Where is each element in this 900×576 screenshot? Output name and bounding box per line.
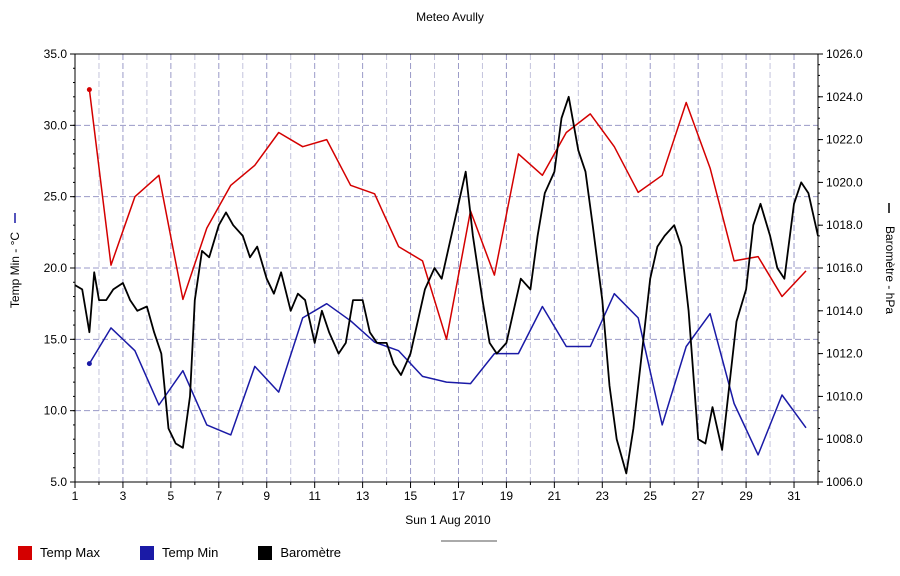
x-tick-label: 11 (308, 489, 321, 503)
y-axis-label-left: Temp Min - °C (8, 232, 22, 308)
y-tick-label-right: 1022.0 (826, 133, 863, 147)
legend-item-barometre: Baromètre (258, 545, 341, 560)
chart-title: Meteo Avully (416, 10, 484, 24)
y-tick-label-right: 1012.0 (826, 347, 863, 361)
legend-label-temp-min: Temp Min (161, 545, 219, 560)
legend-swatch-barometre (258, 545, 273, 560)
legend-swatch-temp-max (18, 545, 32, 560)
y-tick-label-right: 1016.0 (826, 261, 863, 275)
x-tick-label: 27 (691, 489, 705, 503)
x-tick-label: 3 (120, 489, 127, 503)
legend-item-temp-min: Temp Min (139, 545, 219, 560)
x-tick-label: 31 (787, 489, 801, 503)
x-tick-label: 29 (739, 489, 753, 503)
y-tick-label-right: 1020.0 (826, 175, 863, 189)
y-tick-label-right: 1024.0 (826, 90, 863, 104)
axes: 1 3 5 7 9 11 13 15 17 19 21 23 25 27 29 315.010.015.020… (44, 47, 863, 503)
series-line-barom-tre (74, 95, 819, 475)
x-tick-label: 23 (596, 489, 610, 503)
x-tick-label: 19 (500, 489, 514, 503)
y-tick-label-right: 1026.0 (826, 47, 863, 61)
y-tick-label-right: 1018.0 (826, 218, 863, 232)
series-line-temp-max (88, 89, 807, 341)
x-tick-label: 1 (72, 489, 79, 503)
legend-swatch-temp-min (139, 545, 154, 560)
series-lines (74, 87, 819, 475)
x-tick-label: 25 (644, 489, 658, 503)
x-tick-label: 21 (548, 489, 562, 503)
data-point-temp-min (86, 361, 92, 367)
y-tick-label-left: 25.0 (44, 190, 68, 204)
legend: Temp Max Temp Min Baromètre (18, 545, 381, 560)
y-tick-label-right: 1014.0 (826, 304, 863, 318)
y-axis-label-right: Baromètre - hPa (883, 226, 897, 314)
y-tick-label-left: 10.0 (44, 404, 68, 418)
x-tick-label: 5 (168, 489, 175, 503)
y-tick-label-right: 1006.0 (826, 475, 863, 489)
legend-item-temp-max: Temp Max (18, 545, 100, 560)
x-tick-label: 7 (215, 489, 222, 503)
x-axis-label: Sun 1 Aug 2010 (405, 513, 491, 527)
y-tick-label-right: 1008.0 (826, 432, 863, 446)
x-tick-label: 17 (452, 489, 466, 503)
data-point-temp-max (86, 87, 92, 93)
legend-label-temp-max: Temp Max (40, 545, 100, 560)
y-tick-label-left: 35.0 (44, 47, 68, 61)
legend-label-barometre: Baromètre (280, 545, 342, 560)
y-tick-label-right: 1010.0 (826, 389, 863, 403)
y-tick-label-left: 5.0 (50, 475, 67, 489)
y-tick-label-left: 20.0 (44, 261, 68, 275)
y-tick-label-left: 30.0 (44, 118, 68, 132)
x-tick-label: 15 (404, 489, 418, 503)
series-line-temp-min (88, 292, 807, 456)
y-tick-label-left: 15.0 (44, 332, 68, 346)
x-tick-label: 9 (263, 489, 270, 503)
x-tick-label: 13 (356, 489, 370, 503)
